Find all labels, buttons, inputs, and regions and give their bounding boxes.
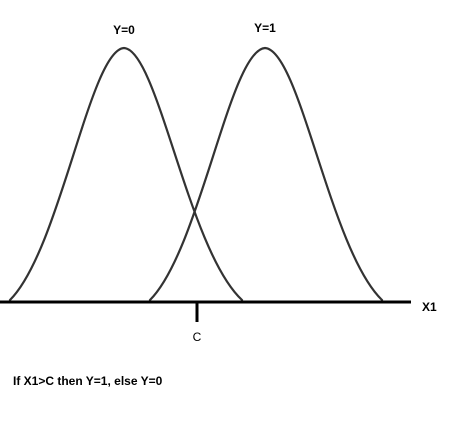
threshold-label-c: C — [193, 330, 202, 344]
axis-label-x1: X1 — [422, 300, 437, 314]
curve-y1 — [148, 46, 384, 302]
curve-label-y1: Y=1 — [254, 21, 276, 35]
curve-y0 — [8, 46, 244, 302]
decision-rule-text: If X1>C then Y=1, else Y=0 — [13, 374, 163, 388]
curve-label-y0: Y=0 — [113, 23, 135, 37]
